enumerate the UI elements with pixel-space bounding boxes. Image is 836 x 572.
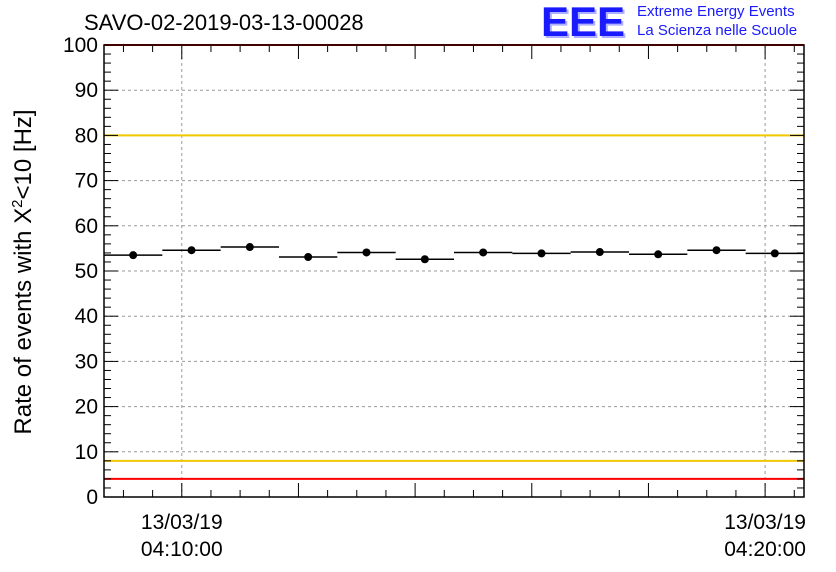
y-tick-label: 20 <box>75 396 98 419</box>
tick-labels: 0 10 20 30 40 50 60 70 80 90 100 13/03/19 04:10:00 13… <box>63 34 806 561</box>
x-tick-label-date: 13/03/19 <box>141 511 223 534</box>
x-tick-label-date: 13/03/19 <box>724 511 806 534</box>
y-tick-label: 0 <box>86 486 98 509</box>
data-point <box>770 249 779 258</box>
limit-lines <box>104 44 804 480</box>
logo-letters: EEE <box>541 2 625 44</box>
data-point <box>654 250 663 259</box>
data-points <box>104 243 804 264</box>
axes <box>103 44 805 498</box>
data-point <box>479 248 488 257</box>
data-point <box>712 246 721 255</box>
y-tick-label: 90 <box>75 79 98 102</box>
data-point <box>304 252 313 261</box>
y-tick-label: 60 <box>75 215 98 238</box>
y-tick-label: 30 <box>75 350 98 373</box>
y-axis-title: Rate of events with X2<10 [Hz] <box>9 109 37 434</box>
data-point <box>362 248 371 257</box>
logo-line-2: La Scienza nelle Scuole <box>637 22 798 39</box>
x-tick-label-time: 04:20:00 <box>724 538 806 561</box>
y-tick-label: 50 <box>75 260 98 283</box>
y-tick-label: 40 <box>75 305 98 328</box>
eee-logo-icon: EEE EEE <box>541 2 627 44</box>
y-tick-label: 80 <box>75 124 98 147</box>
data-point <box>129 251 138 260</box>
x-tick-label-time: 04:10:00 <box>141 538 223 561</box>
data-point <box>245 243 254 252</box>
data-point <box>420 255 429 264</box>
logo-letters-shadow: EEE <box>543 2 627 44</box>
grid-layer <box>104 45 804 497</box>
data-point <box>187 246 196 255</box>
logo-line-1: Extreme Energy Events <box>637 3 795 20</box>
chart-title: SAVO-02-2019-03-13-00028 <box>84 10 364 35</box>
y-tick-label: 100 <box>63 34 98 57</box>
logo-caption: Extreme Energy Events La Scienza nelle S… <box>637 2 797 40</box>
data-point <box>537 249 546 258</box>
data-point <box>595 248 604 257</box>
y-tick-label: 70 <box>75 170 98 193</box>
y-tick-label: 10 <box>75 441 98 464</box>
